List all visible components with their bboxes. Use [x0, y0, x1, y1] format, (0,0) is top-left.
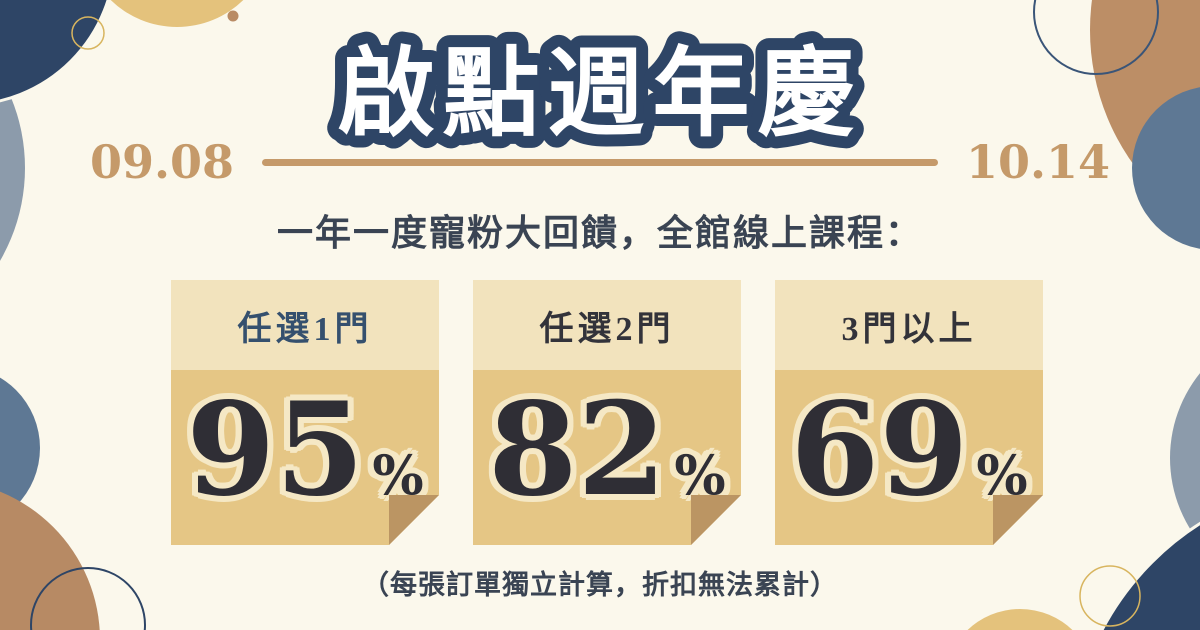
decor-ring-bottom-left-navy	[30, 567, 146, 630]
discount-cards: 任選1門 95 % 任選2門 82 % 3門以上	[171, 280, 1043, 545]
card-1-value: 95	[186, 374, 365, 525]
card-2-body: 82 %	[473, 370, 741, 545]
decor-circle-left-mid-slate	[0, 377, 40, 519]
footer-note: （每張訂單獨立計算，折扣無法累計）	[362, 570, 838, 600]
discount-card-2: 任選2門 82 %	[473, 280, 741, 545]
decor-ring-bottom-right-gold	[1079, 565, 1141, 627]
card-2-folded-corner	[691, 495, 741, 545]
decor-circle-right-slate	[1132, 87, 1200, 249]
decor-dot-top-brown	[227, 10, 239, 22]
decor-ring-top-right-navy	[1033, 0, 1159, 75]
page-title-outline: 啟點週年慶	[338, 39, 863, 148]
card-1-unit: %	[372, 442, 424, 507]
decor-circle-bottom-right-navy	[1100, 521, 1200, 630]
page-title: 啟點週年慶 啟點週年慶	[0, 14, 1200, 164]
card-3-value: 69	[790, 374, 969, 525]
subtitle: 一年一度寵粉大回饋，全館線上課程：	[276, 213, 923, 253]
card-1-folded-corner	[389, 495, 439, 545]
card-1-discount: 95 %	[186, 386, 423, 514]
card-2-value: 82	[488, 374, 667, 525]
decor-ring-top-left-gold	[71, 16, 105, 50]
decor-circle-left-slate	[0, 75, 25, 261]
decor-circle-bottom-right-slate	[1170, 373, 1200, 543]
decor-circle-bottom-left-brown	[0, 491, 100, 630]
decor-circle-top-left-navy	[0, 0, 110, 103]
card-2-label: 任選2門	[473, 280, 741, 370]
card-3-folded-corner	[993, 495, 1043, 545]
date-start: 09.08	[89, 135, 234, 189]
card-1-label: 任選1門	[171, 280, 439, 370]
date-rule-line	[262, 158, 938, 166]
card-3-label: 3門以上	[775, 280, 1043, 370]
date-end: 10.14	[966, 135, 1111, 189]
card-2-discount: 82 %	[488, 386, 725, 514]
card-3-discount: 69 %	[790, 386, 1027, 514]
decor-circle-top-gold	[110, 0, 244, 27]
page-title-text: 啟點週年慶	[338, 39, 863, 148]
card-2-unit: %	[674, 442, 726, 507]
discount-card-1: 任選1門 95 %	[171, 280, 439, 545]
discount-card-3: 3門以上 69 %	[775, 280, 1043, 545]
date-range: 09.08 10.14	[0, 132, 1200, 192]
decor-circle-bottom-gold	[967, 609, 1073, 630]
card-3-unit: %	[976, 442, 1028, 507]
